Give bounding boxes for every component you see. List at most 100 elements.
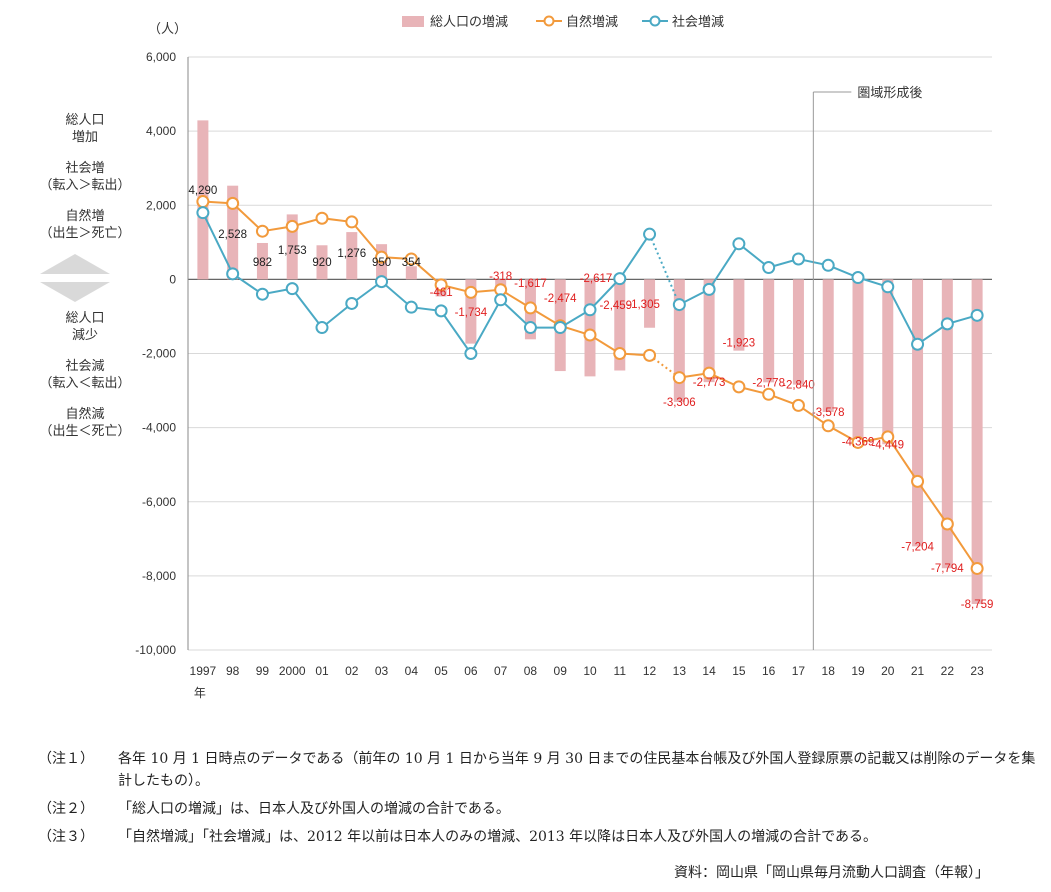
notes-section: （注１） 各年 10 月 1 日時点のデータである（前年の 10 月 1 日から…	[38, 748, 1038, 854]
bar-total-change	[912, 279, 924, 547]
legend-marker-natural	[543, 15, 555, 27]
side-label-natural-increase: 自然増 （出生＞死亡）	[39, 209, 131, 241]
natural-change-point	[375, 250, 389, 264]
social-change-point	[791, 252, 805, 266]
natural-change-point	[523, 301, 537, 315]
x-unit-label: 年	[194, 686, 206, 700]
natural-change-point	[791, 398, 805, 412]
social-change-point	[613, 272, 627, 286]
y-tick-label: 6,000	[146, 50, 176, 64]
bar-data-label: -8,759	[961, 599, 994, 611]
x-tick-label: 21	[911, 664, 925, 678]
bar-total-change	[763, 279, 775, 383]
bar-total-change	[465, 279, 477, 344]
social-change-point	[970, 308, 984, 322]
bar-total-change	[256, 242, 268, 280]
x-tick-label: 99	[256, 664, 270, 678]
bar-data-label: -1,923	[723, 338, 756, 350]
legend-label-total: 総人口の増減	[430, 14, 508, 29]
x-tick-label: 03	[375, 664, 389, 678]
legend-label-social: 社会増減	[672, 14, 724, 29]
side-label-social-decrease: 社会減 （転入＜転出）	[39, 359, 131, 391]
social-change-point	[345, 296, 359, 310]
social-change-point	[851, 271, 865, 285]
x-tick-label: 15	[732, 664, 746, 678]
bar-data-label: -2,459	[599, 300, 632, 312]
x-tick-label: 16	[762, 664, 776, 678]
x-tick-label: 11	[614, 664, 627, 678]
natural-change-point	[643, 348, 657, 362]
y-tick-label: -4,000	[142, 421, 176, 435]
natural-change-point	[583, 328, 597, 342]
bar-data-label: -461	[430, 287, 453, 299]
bar-total-change	[852, 279, 864, 442]
bar-data-label: 950	[372, 257, 391, 269]
x-tick-label: 14	[702, 664, 716, 678]
x-tick-label: 1997	[190, 664, 217, 678]
side-label-natural-decrease: 自然減 （出生＜死亡）	[39, 407, 131, 439]
natural-change-point	[196, 195, 210, 209]
legend-label-natural: 自然増減	[566, 14, 618, 29]
bar-data-label: 1,753	[278, 245, 307, 257]
natural-change-line-segment	[202, 200, 650, 357]
bar-total-change	[405, 266, 417, 280]
x-tick-label: 01	[315, 664, 329, 678]
x-tick-label: 02	[345, 664, 359, 678]
increase-decrease-arrows-icon	[40, 254, 110, 302]
note-3: （注３） 「自然増減」「社会増減」は、2012 年以前は日本人のみの増減、201…	[38, 829, 878, 845]
bar-data-label: -2,617	[580, 273, 613, 285]
social-change-line-segment	[202, 212, 651, 356]
natural-change-point	[821, 419, 835, 433]
bar-total-change	[673, 279, 685, 402]
social-change-point	[643, 227, 657, 241]
bar-total-change	[614, 279, 626, 371]
natural-change-point	[702, 366, 716, 380]
social-change-point	[821, 258, 835, 272]
bar-data-label: -1,734	[455, 307, 488, 319]
social-change-point	[434, 304, 448, 318]
natural-change-point	[464, 285, 478, 299]
bar-data-label: -318	[489, 271, 512, 283]
legend-marker-social	[649, 15, 661, 27]
bar-total-change	[703, 279, 715, 383]
side-label-social-increase: 社会増 （転入＞転出）	[39, 161, 131, 193]
y-tick-label: -8,000	[142, 569, 176, 583]
bar-data-label: -2,474	[544, 293, 577, 305]
annotation-label: 圏域形成後	[857, 85, 922, 100]
social-change-point	[255, 287, 269, 301]
natural-change-point	[732, 380, 746, 394]
natural-change-point	[345, 215, 359, 229]
natural-change-point	[404, 252, 418, 266]
bar-total-change	[286, 214, 298, 280]
x-tick-label: 23	[970, 664, 984, 678]
natural-change-point	[881, 430, 895, 444]
y-tick-label: 0	[169, 272, 176, 286]
note-2: （注２） 「総人口の増減」は、日本人及び外国人の増減の合計である。	[38, 801, 510, 817]
natural-change-point	[672, 371, 686, 385]
bar-total-change	[792, 279, 804, 385]
side-label-total-increase: 総人口 増加	[65, 113, 105, 145]
bar-data-label: -2,773	[693, 377, 726, 389]
bar-total-change	[316, 245, 328, 280]
bar-data-label: -3,578	[812, 407, 845, 419]
x-tick-label: 04	[405, 664, 419, 678]
x-tick-label: 08	[524, 664, 538, 678]
bar-data-label: -2,840	[782, 380, 815, 392]
bar-data-label: -4,369	[842, 436, 875, 448]
bar-data-label: -1,617	[514, 278, 547, 290]
bar-total-change	[941, 279, 953, 569]
natural-change-point	[255, 224, 269, 238]
bar-total-change	[733, 279, 745, 351]
x-tick-label: 13	[673, 664, 687, 678]
social-change-point	[494, 293, 508, 307]
social-change-point	[315, 321, 329, 335]
social-change-point	[523, 321, 537, 335]
bar-data-label: 1,276	[337, 248, 366, 260]
social-change-point	[196, 206, 210, 220]
bar-data-label: -2,778	[752, 377, 785, 389]
x-tick-label: 07	[494, 664, 508, 678]
bar-data-label: 354	[402, 257, 422, 269]
x-tick-label: 09	[554, 664, 568, 678]
bar-total-change	[971, 279, 983, 605]
bar-total-change	[644, 279, 656, 328]
